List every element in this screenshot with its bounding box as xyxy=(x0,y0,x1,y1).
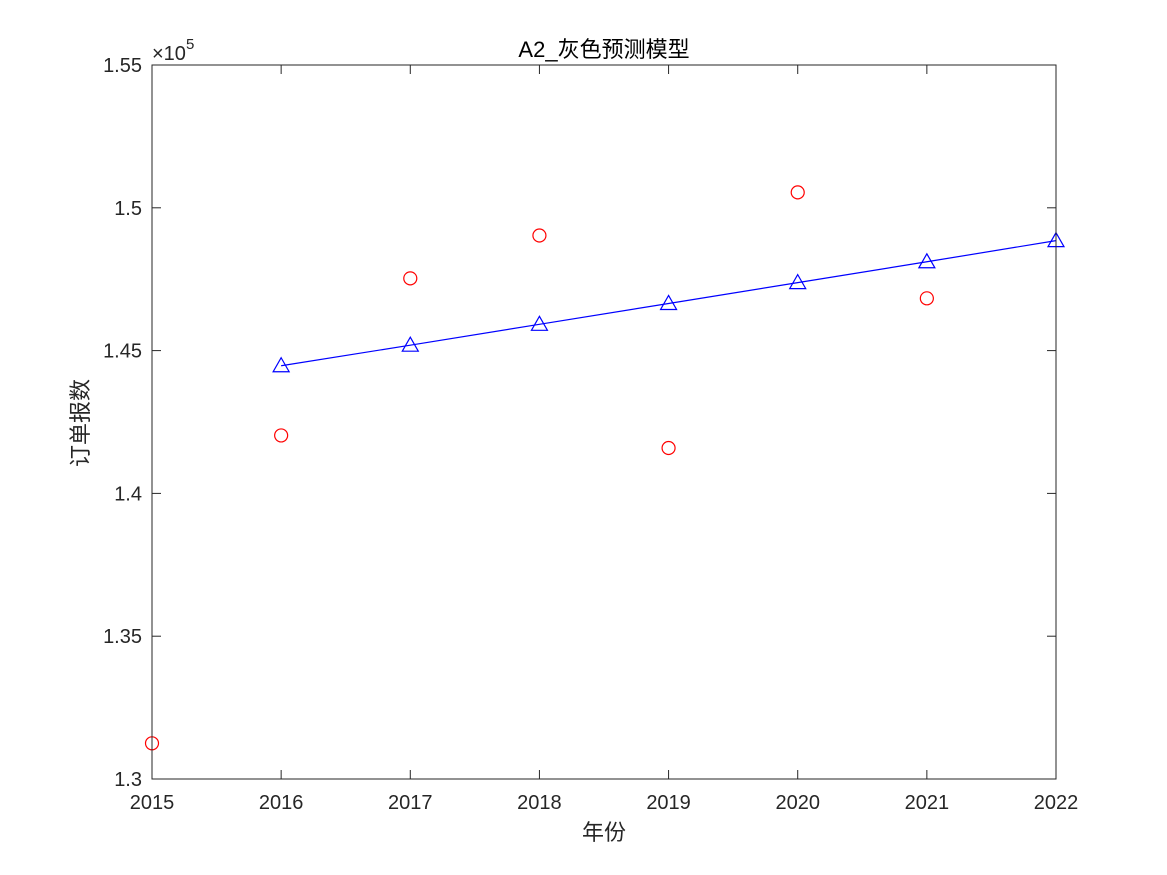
data-point-triangle xyxy=(788,273,807,290)
data-point-circle xyxy=(661,440,676,456)
data-point-triangle xyxy=(272,356,291,373)
x-tick-label: 2019 xyxy=(646,792,691,814)
data-point-circle xyxy=(790,185,805,200)
series-1 xyxy=(272,231,1066,373)
y-axis-title: 订单报数 xyxy=(68,379,93,467)
y-tick-label: 1.35 xyxy=(103,626,142,648)
labels-layer: 2015 2016 2017 2018 2019 2020 2021 2022 1.3 1.35 1… xyxy=(103,55,1078,814)
y-tick-label: 1.5 xyxy=(114,198,142,220)
data-point-circle xyxy=(403,271,418,286)
data-point-triangle xyxy=(401,335,420,352)
x-axis-title: 年份 xyxy=(582,820,626,845)
y-exponent-power: 5 xyxy=(186,36,194,53)
data-point-circle xyxy=(274,428,289,443)
chart-title: A2_灰色预测模型 xyxy=(518,37,689,62)
x-tick-label: 2018 xyxy=(517,792,562,814)
plot-area xyxy=(152,65,1056,779)
y-tick-label: 1.3 xyxy=(114,769,142,791)
axes-box xyxy=(151,64,1057,780)
x-tick-label: 2016 xyxy=(259,792,304,814)
y-tick-label: 1.45 xyxy=(103,341,142,363)
data-point-triangle xyxy=(530,315,549,331)
y-exponent-label: ×105 xyxy=(152,36,194,65)
series-layer xyxy=(144,185,1066,751)
data-point-circle xyxy=(919,291,934,306)
x-tick-label: 2017 xyxy=(388,792,433,814)
y-exponent-base: ×10 xyxy=(152,43,186,65)
x-tick-label: 2015 xyxy=(130,792,175,814)
data-point-triangle xyxy=(917,252,936,269)
y-tick-label: 1.55 xyxy=(103,55,142,77)
data-point-circle xyxy=(532,228,547,243)
x-tick-label: 2020 xyxy=(775,792,820,814)
x-tick-label: 2022 xyxy=(1034,792,1079,814)
series-line xyxy=(281,240,1057,367)
x-tick-label: 2021 xyxy=(905,792,950,814)
y-tick-label: 1.4 xyxy=(114,483,142,505)
data-point-triangle xyxy=(659,294,678,311)
